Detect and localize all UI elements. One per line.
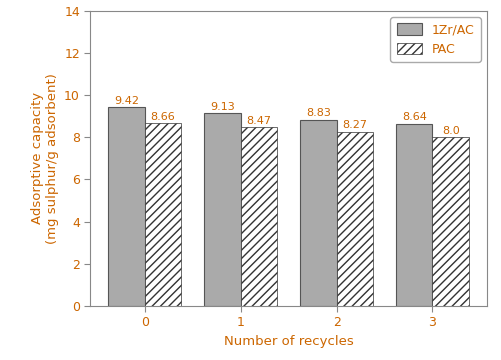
Bar bbox=[395, 124, 432, 306]
Text: 8.0: 8.0 bbox=[441, 126, 458, 136]
Bar bbox=[108, 107, 144, 306]
Bar bbox=[240, 127, 277, 306]
Bar bbox=[144, 123, 181, 306]
Text: 8.66: 8.66 bbox=[150, 112, 175, 122]
X-axis label: Number of recycles: Number of recycles bbox=[223, 335, 353, 348]
Bar bbox=[300, 120, 336, 306]
Bar bbox=[432, 137, 468, 306]
Y-axis label: Adsorptive capacity
(mg sulphur/g adsorbent): Adsorptive capacity (mg sulphur/g adsorb… bbox=[31, 73, 59, 244]
Text: 8.64: 8.64 bbox=[401, 112, 426, 122]
Text: 8.27: 8.27 bbox=[342, 120, 367, 130]
Text: 9.42: 9.42 bbox=[114, 96, 139, 106]
Text: 8.83: 8.83 bbox=[305, 108, 330, 118]
Legend: 1Zr/AC, PAC: 1Zr/AC, PAC bbox=[390, 17, 480, 62]
Bar bbox=[336, 132, 372, 306]
Text: 9.13: 9.13 bbox=[210, 102, 234, 112]
Bar bbox=[204, 113, 240, 306]
Text: 8.47: 8.47 bbox=[246, 116, 271, 126]
